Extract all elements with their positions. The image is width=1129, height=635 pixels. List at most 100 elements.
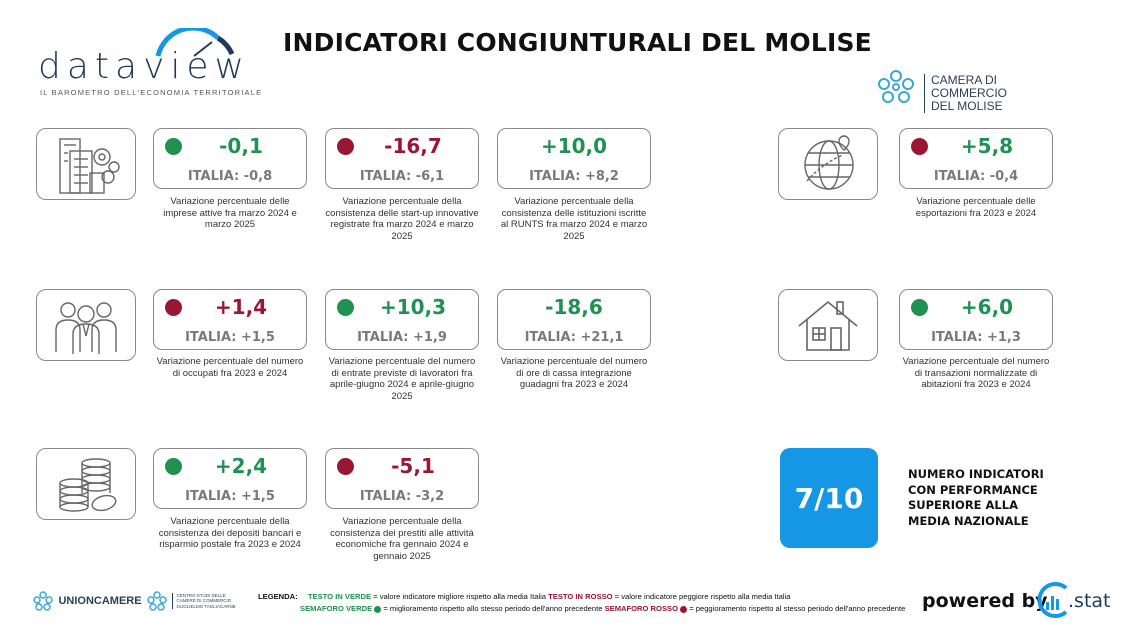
indicator-description: Variazione percentuale del numero di ore… xyxy=(500,356,648,390)
indicator-description: Variazione percentuale del numero di occ… xyxy=(156,356,304,379)
legend-line1: LEGENDA: TESTO IN VERDE = valore indicat… xyxy=(258,591,905,603)
italia-value: ITALIA: +1,9 xyxy=(357,330,447,345)
unioncamere-label: UNIONCAMERE xyxy=(58,595,142,607)
indicator-description: Variazione percentuale della consistenza… xyxy=(330,516,474,562)
indicator-value: -0,1 xyxy=(219,134,263,158)
tagliacarne-flower-icon xyxy=(147,591,167,611)
italia-value: ITALIA: -0,4 xyxy=(933,169,1019,184)
semaphore-red-icon xyxy=(680,605,688,613)
gauge-arc-icon xyxy=(155,28,235,57)
indicator-value: +6,0 xyxy=(960,295,1014,319)
semaphore-green-icon xyxy=(911,299,928,316)
indicator-value: -18,6 xyxy=(545,295,603,319)
indicator-description: Variazione percentuale del numero di tra… xyxy=(902,356,1050,390)
dataview-logo: dataview IL BAROMETRO DELL'ECONOMIA TERR… xyxy=(38,28,268,100)
indicator-description: Variazione percentuale delle imprese att… xyxy=(163,196,297,230)
logo-tagline: IL BAROMETRO DELL'ECONOMIA TERRITORIALE xyxy=(40,88,263,97)
semaphore-red-icon xyxy=(911,138,928,155)
italia-value: ITALIA: -6,1 xyxy=(359,169,445,184)
indicator-card: -16,7 ITALIA: -6,1 xyxy=(325,128,479,189)
legend-green-desc: = valore indicatore migliore rispetto al… xyxy=(371,592,549,601)
indicator-description: Variazione percentuale della consistenza… xyxy=(325,196,479,242)
house-icon xyxy=(798,300,858,351)
indicator-description: Variazione percentuale delle esportazion… xyxy=(915,196,1037,219)
legend-semaphore-green: SEMAFORO VERDE xyxy=(300,604,373,613)
indicator-card: +1,4 ITALIA: +1,5 xyxy=(153,289,307,350)
score-caption: NUMERO INDICATORI CON PERFORMANCE SUPERI… xyxy=(908,467,1044,529)
score-caption-line1: NUMERO INDICATORI xyxy=(908,467,1044,481)
unioncamere-flower-icon xyxy=(33,591,53,611)
tagliacarne-label: CENTRO STUDI DELLE CAMERE DI COMMERCIO G… xyxy=(172,592,236,610)
buildings-icon-box xyxy=(36,128,136,200)
indicator-value: -16,7 xyxy=(384,134,442,158)
semaphore-green-icon xyxy=(165,138,182,155)
people-icon-box xyxy=(36,289,136,361)
legend-red-desc: = valore indicatore peggiore rispetto al… xyxy=(612,592,791,601)
italia-value: ITALIA: +1,5 xyxy=(185,489,275,504)
cciaa-line2: DEL MOLISE xyxy=(931,99,1003,113)
semaphore-green-icon xyxy=(337,299,354,316)
indicator-value: +5,8 xyxy=(960,134,1014,158)
semaphore-green-icon xyxy=(374,605,382,613)
cciaa-label: CAMERA DI COMMERCIO DEL MOLISE xyxy=(924,74,1076,113)
score-caption-line4: MEDIA NAZIONALE xyxy=(908,513,1029,528)
legend-line2: SEMAFORO VERDE = miglioramento rispetto … xyxy=(258,603,905,615)
cstat-label: .stat xyxy=(1068,590,1111,612)
house-icon-box xyxy=(778,289,878,361)
cciaa-logo: CAMERA DI COMMERCIO DEL MOLISE xyxy=(876,68,1076,113)
indicator-value: +2,4 xyxy=(214,454,268,478)
business-people-icon xyxy=(55,302,117,354)
cstat-logo: .stat xyxy=(1034,580,1114,620)
indicator-description: Variazione percentuale del numero di ent… xyxy=(328,356,476,402)
coins-icon-box xyxy=(36,448,136,520)
indicator-card: -5,1 ITALIA: -3,2 xyxy=(325,448,479,509)
indicator-card: +2,4 ITALIA: +1,5 xyxy=(153,448,307,509)
legend-semaphore-red-desc: = peggioramento rispetto al stesso perio… xyxy=(687,604,906,613)
legend-red-text: TESTO IN ROSSO xyxy=(548,592,613,601)
page-title: INDICATORI CONGIUNTURALI DEL MOLISE xyxy=(283,28,872,57)
italia-value: ITALIA: +1,3 xyxy=(931,330,1021,345)
indicator-card: -0,1 ITALIA: -0,8 xyxy=(153,128,307,189)
coin-stack-icon xyxy=(59,458,117,512)
flower-icon xyxy=(878,70,914,103)
indicator-card: +5,8 ITALIA: -0,4 xyxy=(899,128,1053,189)
score-badge: 7/10 xyxy=(780,448,878,548)
cciaa-line1: CAMERA DI COMMERCIO xyxy=(931,73,1007,100)
tagliacarne-line1: CENTRO STUDI DELLE xyxy=(176,592,226,598)
indicator-card: +10,3 ITALIA: +1,9 xyxy=(325,289,479,350)
cstat-c-icon xyxy=(1037,582,1068,618)
indicator-value: +1,4 xyxy=(214,295,268,319)
semaphore-green-icon xyxy=(165,458,182,475)
indicator-value: +10,0 xyxy=(540,134,608,158)
tagliacarne-line3: GUGLIELMO TAGLIACARNE xyxy=(176,603,236,609)
legend-green-text: TESTO IN VERDE xyxy=(307,592,372,601)
italia-value: ITALIA: +8,2 xyxy=(529,169,619,184)
office-buildings-gears-icon xyxy=(59,138,120,194)
score-caption-line2: CON PERFORMANCE xyxy=(908,482,1038,497)
italia-value: ITALIA: -0,8 xyxy=(187,169,273,184)
powered-by-label: powered by xyxy=(922,590,1048,612)
legend: LEGENDA: TESTO IN VERDE = valore indicat… xyxy=(258,591,905,615)
tagliacarne-line2: CAMERE DI COMMERCIO xyxy=(176,598,232,604)
tagliacarne-logo: CENTRO STUDI DELLE CAMERE DI COMMERCIO G… xyxy=(146,590,236,612)
semaphore-red-icon xyxy=(165,299,182,316)
italia-value: ITALIA: +21,1 xyxy=(524,330,624,345)
indicator-value: -5,1 xyxy=(391,454,435,478)
indicator-value: +10,3 xyxy=(379,295,447,319)
indicator-description: Variazione percentuale della consistenza… xyxy=(158,516,302,550)
italia-value: ITALIA: -3,2 xyxy=(359,489,445,504)
indicator-description: Variazione percentuale della consistenza… xyxy=(500,196,648,242)
italia-value: ITALIA: +1,5 xyxy=(185,330,275,345)
indicator-card: -18,6 ITALIA: +21,1 xyxy=(497,289,651,350)
legend-semaphore-red: SEMAFORO ROSSO xyxy=(604,604,678,613)
indicator-card: +10,0 ITALIA: +8,2 xyxy=(497,128,651,189)
globe-icon-box xyxy=(778,128,878,200)
indicator-card: +6,0 ITALIA: +1,3 xyxy=(899,289,1053,350)
semaphore-red-icon xyxy=(337,458,354,475)
unioncamere-logo: UNIONCAMERE xyxy=(32,590,142,612)
logo-wordmark: dataview xyxy=(38,46,250,87)
semaphore-red-icon xyxy=(337,138,354,155)
legend-semaphore-green-desc: = miglioramento rispetto allo stesso per… xyxy=(381,604,605,613)
globe-icon xyxy=(804,135,854,190)
score-caption-line3: SUPERIORE ALLA xyxy=(908,498,1018,512)
